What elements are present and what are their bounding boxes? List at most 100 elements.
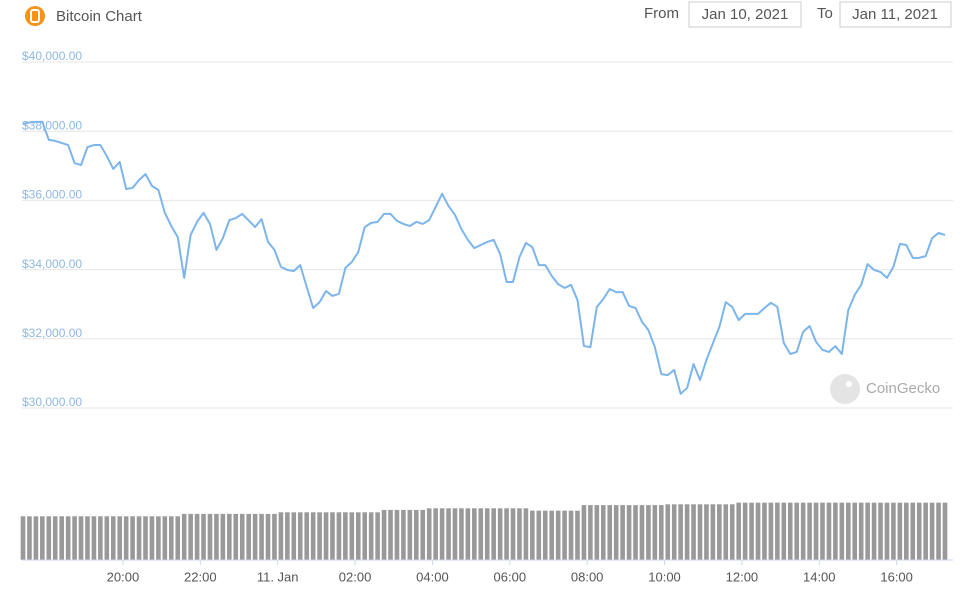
volume-bar	[26, 515, 33, 561]
volume-bar	[39, 515, 46, 561]
volume-bar	[529, 510, 536, 561]
volume-bar	[381, 509, 387, 561]
volume-bar	[832, 502, 839, 561]
from-label: From	[644, 5, 679, 22]
volume-bar	[342, 511, 349, 561]
bitcoin-icon	[25, 6, 45, 26]
volume-bar	[368, 511, 375, 561]
volume-bar	[181, 513, 188, 561]
volume-bar	[452, 507, 458, 561]
volume-bar	[658, 504, 665, 561]
volume-bar	[935, 502, 942, 561]
volume-bar	[394, 509, 400, 561]
volume-bar	[129, 515, 136, 561]
volume-bar	[709, 503, 716, 561]
volume-bar	[800, 502, 807, 561]
volume-bar	[903, 502, 910, 561]
volume-bar	[174, 515, 181, 561]
volume-bar	[819, 502, 826, 561]
volume-bar	[207, 513, 213, 561]
y-tick-label: $32,000.00	[22, 326, 82, 340]
x-tick-label: 02:00	[339, 569, 372, 584]
volume-bar	[510, 507, 516, 561]
chart-title: Bitcoin Chart	[56, 8, 143, 25]
volume-bar	[632, 504, 639, 561]
volume-bar	[845, 502, 852, 561]
y-tick-label: $40,000.00	[22, 49, 82, 63]
volume-bar	[213, 513, 220, 561]
x-tick-label: 06:00	[494, 569, 527, 584]
x-tick-label: 14:00	[803, 569, 836, 584]
volume-bar	[555, 510, 562, 561]
volume-bar	[58, 515, 65, 561]
volume-bar	[32, 515, 39, 561]
to-date[interactable]: Jan 11, 2021	[852, 6, 938, 23]
x-tick-label: 20:00	[107, 569, 140, 584]
volume-bar	[929, 502, 936, 561]
volume-bar	[232, 513, 239, 561]
volume-bar	[406, 509, 413, 561]
volume-bar	[671, 503, 678, 561]
volume-bar	[497, 507, 504, 561]
to-input[interactable]	[839, 1, 952, 28]
volume-bar	[651, 504, 658, 561]
volume-bar	[768, 502, 774, 561]
volume-bar	[909, 502, 916, 561]
volume-bar	[600, 504, 607, 561]
volume-bar	[813, 502, 819, 561]
x-tick-label: 08:00	[571, 569, 604, 584]
volume-bar	[581, 504, 587, 561]
volume-bar	[187, 513, 194, 561]
x-tick-label: 10:00	[648, 569, 681, 584]
from-date[interactable]: Jan 10, 2021	[702, 6, 789, 23]
x-tick-label: 12:00	[726, 569, 759, 584]
volume-bar	[619, 504, 626, 561]
volume-bar	[922, 502, 929, 561]
volume-bar	[323, 511, 329, 561]
volume-bar	[755, 502, 761, 561]
volume-bar	[355, 511, 362, 561]
volume-bar	[226, 513, 233, 561]
volume-bar	[716, 503, 723, 561]
volume-bar	[645, 504, 652, 561]
volume-bar	[774, 502, 781, 561]
volume-bar	[703, 503, 710, 561]
y-tick-label: $36,000.00	[22, 188, 82, 202]
watermark-logo	[830, 374, 860, 404]
volume-bar	[78, 515, 84, 561]
volume-bar	[748, 502, 755, 561]
volume-bar	[516, 507, 523, 561]
volume-bar	[297, 511, 304, 561]
volume-bar	[697, 503, 703, 561]
volume-bar	[65, 515, 72, 561]
volume-bar	[432, 507, 439, 561]
volume-bar	[548, 510, 555, 561]
x-tick-label: 22:00	[184, 569, 217, 584]
volume-bar	[729, 503, 736, 561]
volume-bar	[400, 509, 407, 561]
volume-bar	[626, 504, 632, 561]
volume-bar	[84, 515, 91, 561]
y-tick-label: $38,000.00	[22, 118, 82, 132]
volume-bar	[613, 504, 620, 561]
volume-bar	[587, 504, 594, 561]
volume-bar	[278, 511, 284, 561]
from-input[interactable]	[688, 1, 802, 28]
volume-bar	[942, 502, 948, 561]
volume-bar	[413, 509, 420, 561]
volume-bar	[877, 502, 884, 561]
volume-bar	[52, 515, 59, 561]
price-line	[22, 120, 946, 395]
volume-bar	[316, 511, 323, 561]
volume-bar	[464, 507, 471, 561]
volume-bar	[471, 507, 478, 561]
volume-bar	[780, 502, 787, 561]
volume-bar	[787, 502, 794, 561]
x-tick-label: 16:00	[880, 569, 913, 584]
volume-bar	[97, 515, 104, 561]
bitcoin-icon-glyph	[30, 9, 40, 23]
volume-bar	[103, 515, 110, 561]
volume-bar	[136, 515, 142, 561]
volume-bar	[568, 510, 574, 561]
volume-bar	[258, 513, 265, 561]
